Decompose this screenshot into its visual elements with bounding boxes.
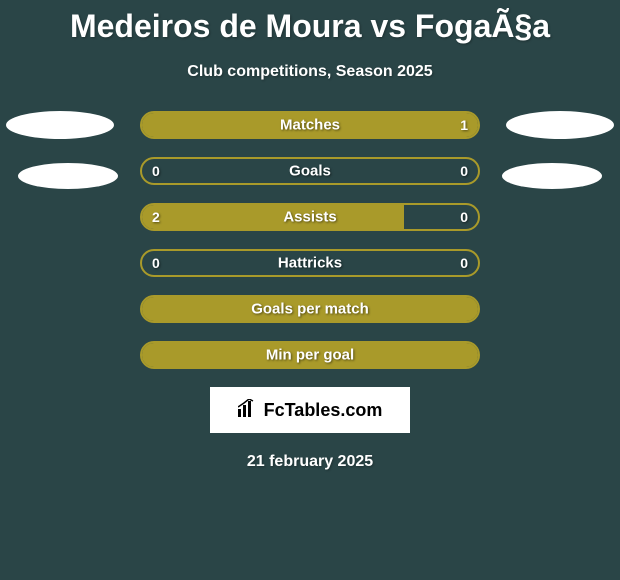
stat-rows-container: Matches 1 0 Goals 0 2 Assists 0 0 Hattri… [140,111,480,369]
date-text: 21 february 2025 [0,453,620,471]
stat-row-hattricks: 0 Hattricks 0 [140,249,480,277]
stat-row-assists: 2 Assists 0 [140,203,480,231]
stat-value-left: 0 [152,255,160,271]
stat-label: Goals [289,163,331,180]
page-title: Medeiros de Moura vs FogaÃ§a [0,0,620,45]
stat-value-left: 2 [152,209,160,225]
stat-label: Goals per match [251,301,369,318]
logo-text: FcTables.com [264,400,383,421]
stat-row-goals: 0 Goals 0 [140,157,480,185]
player-left-avatar-1 [6,111,114,139]
stat-value-right: 1 [460,117,468,133]
player-right-avatar-2 [502,163,602,189]
stat-label: Hattricks [278,255,342,272]
subtitle: Club competitions, Season 2025 [0,63,620,81]
stat-row-min-per-goal: Min per goal [140,341,480,369]
stat-value-left: 0 [152,163,160,179]
stat-fill-left [142,205,404,229]
stat-value-right: 0 [460,255,468,271]
stat-value-right: 0 [460,163,468,179]
stat-value-right: 0 [460,209,468,225]
stat-label: Assists [283,209,336,226]
stat-row-goals-per-match: Goals per match [140,295,480,323]
stat-label: Matches [280,117,340,134]
stat-row-matches: Matches 1 [140,111,480,139]
player-left-avatar-2 [18,163,118,189]
player-right-avatar-1 [506,111,614,139]
chart-icon [238,399,258,422]
stat-label: Min per goal [266,347,354,364]
comparison-chart: Matches 1 0 Goals 0 2 Assists 0 0 Hattri… [0,111,620,369]
fctables-logo[interactable]: FcTables.com [210,387,410,433]
